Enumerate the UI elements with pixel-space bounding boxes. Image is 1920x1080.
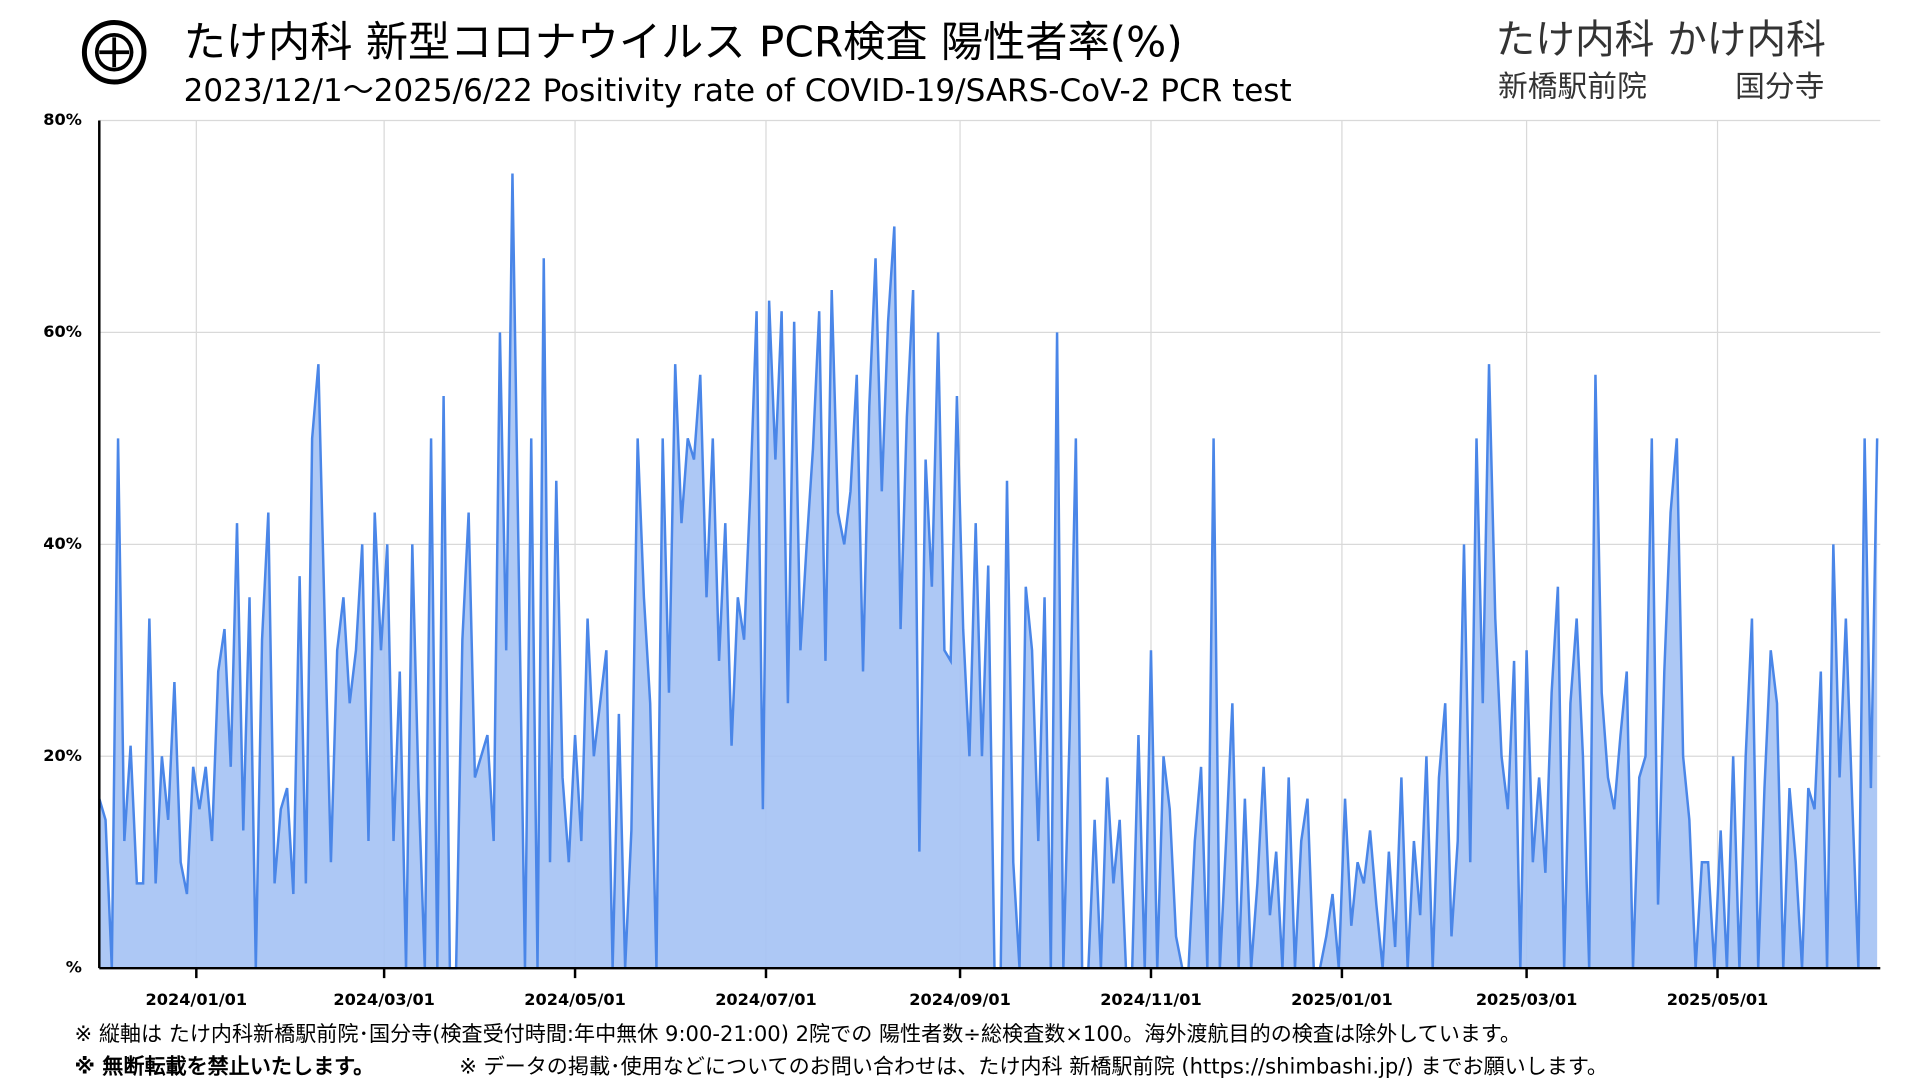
x-tick-label: 2024/01/01 [146,990,248,1009]
x-tick-label: 2024/11/01 [1100,990,1202,1009]
note: ※ 無断転載を禁止いたします。 [74,1053,374,1078]
note: ※ 縦軸は たけ内科新橋駅前院･国分寺(検査受付時間:年中無休 9:00-21:… [74,1021,1520,1046]
y-tick-label: 60% [43,322,82,341]
note: ※ データの掲載･使用などについてのお問い合わせは、たけ内科 新橋駅前院 (ht… [459,1053,1608,1078]
y-tick-label: 20% [43,746,82,765]
x-tick-label: 2024/03/01 [333,990,435,1009]
x-tick-label: 2025/01/01 [1291,990,1393,1009]
y-tick-label: 40% [43,534,82,553]
clinic-branch: 国分寺 [1735,70,1824,105]
y-tick-label: 80% [43,110,82,129]
y-tick-label: % [66,958,82,977]
clinic-branch: 新橋駅前院 [1498,70,1647,105]
x-tick-label: 2024/09/01 [909,990,1011,1009]
x-tick-label: 2025/03/01 [1476,990,1578,1009]
x-tick-label: 2025/05/01 [1667,990,1769,1009]
x-tick-label: 2024/05/01 [524,990,626,1009]
line [98,173,1879,970]
chart-subtitle: 2023/12/1～2025/6/22 Positivity rate of C… [184,73,1292,109]
x-tick-label: 2024/07/01 [715,990,817,1009]
clinic-names: たけ内科 かけ内科 [1496,17,1826,63]
chart-title: たけ内科 新型コロナウイルス PCR検査 陽性者率(%) [184,17,1183,66]
logo [81,19,147,85]
